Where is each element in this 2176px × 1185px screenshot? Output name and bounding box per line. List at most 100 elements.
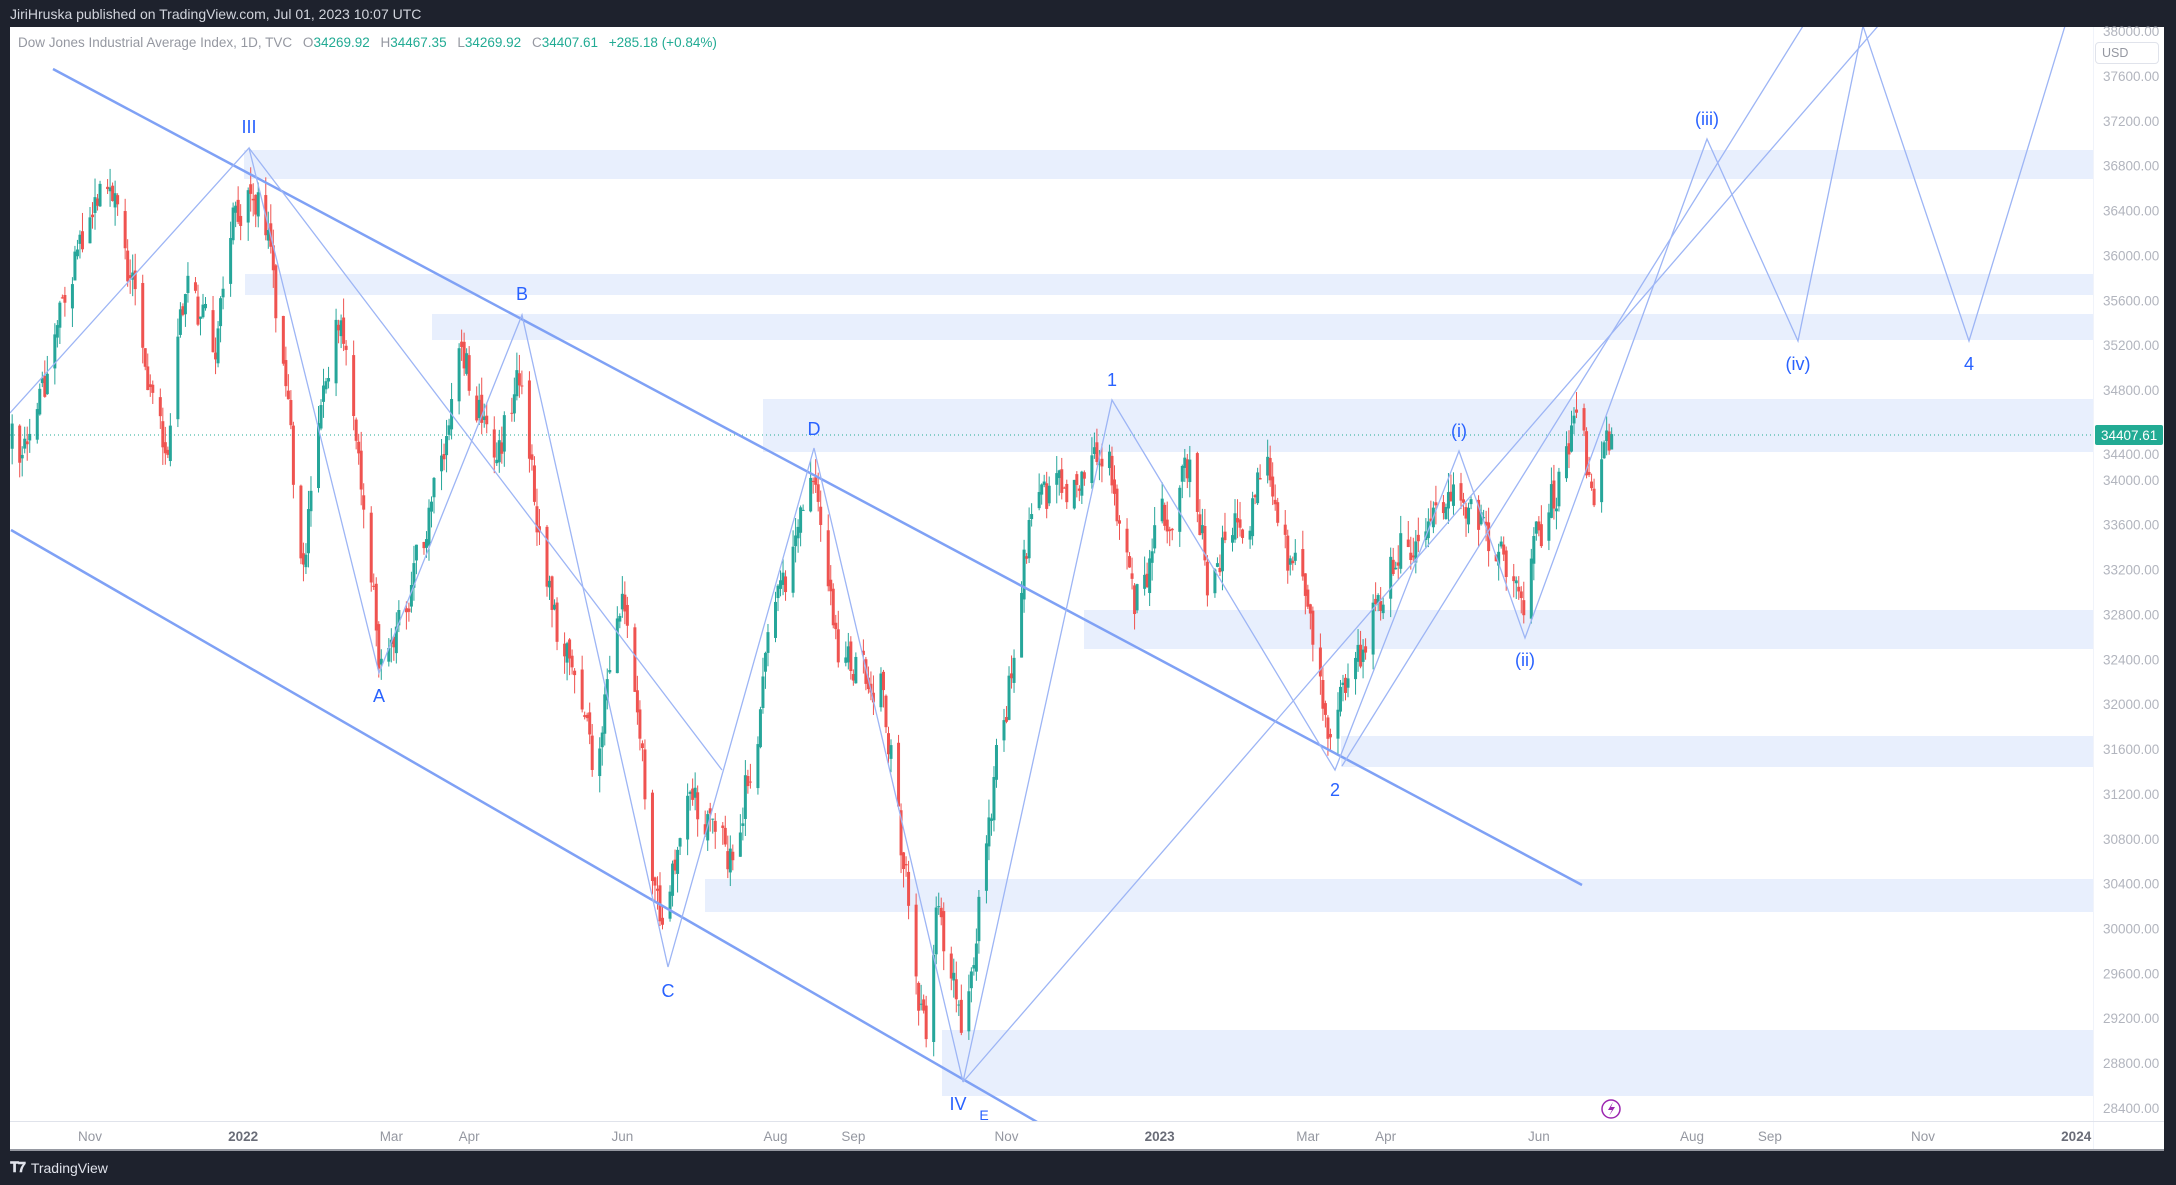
candle	[816, 472, 820, 512]
candle	[942, 902, 946, 971]
brand-name: TradingView	[30, 1159, 108, 1176]
candle	[1512, 563, 1516, 598]
candle	[1150, 538, 1154, 581]
candle	[151, 380, 155, 404]
time-axis[interactable]: Nov 2022 Mar Apr Jun Aug Sep Nov 2023 Mar Apr Jun Au…	[78, 1129, 2092, 1144]
candle	[1118, 515, 1122, 540]
candle	[412, 545, 416, 601]
candle	[987, 799, 991, 861]
candle	[1587, 456, 1591, 477]
price-tick-label: 30800.00	[2103, 832, 2159, 847]
candle	[957, 1000, 961, 1017]
candle	[1241, 528, 1245, 544]
candle	[359, 431, 363, 506]
resistance-zone[interactable]	[763, 399, 2093, 452]
elliott-wave-path[interactable]	[10, 26, 2066, 1083]
candle	[1231, 527, 1235, 552]
candle	[849, 636, 853, 680]
support-zone[interactable]	[705, 879, 2093, 912]
candle	[1185, 453, 1189, 489]
candle	[427, 499, 431, 561]
candle	[1567, 430, 1571, 469]
time-tick-label: Jun	[1528, 1129, 1550, 1144]
trend-line[interactable]	[962, 26, 1878, 1083]
candle	[748, 763, 752, 789]
current-price-tag: 34407.61	[2095, 425, 2163, 445]
candle	[1359, 630, 1363, 669]
candle	[1429, 500, 1433, 525]
candle	[362, 483, 366, 529]
candle	[1200, 508, 1204, 540]
candle	[143, 348, 147, 371]
resistance-zone[interactable]	[432, 314, 2093, 340]
resistance-zone[interactable]	[244, 150, 2093, 179]
support-zone[interactable]	[1084, 610, 2093, 649]
candle	[73, 245, 77, 281]
price-tick-label: 28800.00	[2103, 1056, 2159, 1071]
candle	[826, 514, 830, 592]
candle	[1469, 495, 1473, 510]
low-value: 34269.92	[464, 35, 522, 50]
candle	[914, 893, 918, 995]
candle	[1133, 583, 1137, 630]
candle	[53, 323, 57, 385]
candle	[246, 187, 250, 241]
close-value: 34407.61	[541, 35, 598, 50]
support-zone[interactable]	[1341, 736, 2093, 767]
candle	[1361, 639, 1365, 679]
candle	[886, 726, 890, 764]
candle	[1381, 596, 1385, 620]
candle	[1010, 655, 1014, 689]
candle	[1522, 581, 1526, 624]
candle	[414, 544, 418, 575]
candle	[693, 772, 697, 811]
trend-line[interactable]	[1341, 26, 1804, 767]
time-tick-label: 2023	[1145, 1129, 1176, 1144]
support-zone[interactable]	[942, 1030, 2093, 1096]
candle	[615, 606, 619, 674]
time-tick-label: Nov	[1911, 1129, 1935, 1144]
candle	[668, 885, 672, 922]
resistance-zone[interactable]	[245, 274, 2093, 295]
candle	[352, 340, 356, 431]
chart-panel[interactable]	[10, 27, 2164, 1151]
candle	[1125, 518, 1129, 570]
footer-brand[interactable]: 𝐓𝟕 TradingView	[10, 1159, 108, 1176]
candle	[284, 346, 288, 397]
candle	[984, 835, 988, 904]
candle	[643, 739, 647, 810]
candle	[161, 407, 165, 465]
candle	[686, 783, 690, 856]
candle	[374, 577, 378, 647]
published-caption: JiriHruska published on TradingView.com,…	[10, 6, 422, 22]
candle	[485, 402, 489, 434]
price-axis[interactable]: 38000.00 37600.00 37200.00 36800.00 36400.00…	[2103, 24, 2159, 1116]
candle	[1399, 515, 1403, 574]
channel-upper-line[interactable]	[52, 67, 1583, 887]
candle	[91, 202, 95, 229]
candle	[1434, 485, 1438, 525]
candle	[168, 413, 172, 467]
candle	[1534, 521, 1538, 541]
currency-selector[interactable]: USD	[2095, 42, 2159, 64]
price-tick-label: 30000.00	[2103, 921, 2159, 936]
trend-line[interactable]	[248, 147, 723, 771]
candle	[1012, 649, 1016, 693]
candle	[583, 711, 587, 720]
price-tick-label: 32400.00	[2103, 652, 2159, 667]
candle	[289, 390, 293, 430]
candle	[1391, 547, 1395, 576]
candle	[1519, 586, 1523, 614]
candle	[671, 860, 675, 907]
candle	[1459, 472, 1463, 510]
time-tick-label: Sep	[841, 1129, 865, 1144]
candle	[186, 262, 190, 303]
candle	[638, 700, 642, 751]
candle	[673, 849, 677, 875]
candle	[653, 876, 657, 903]
candle	[291, 421, 295, 499]
lightning-icon[interactable]	[1601, 1099, 1621, 1119]
channel-lower-line[interactable]	[10, 528, 1070, 1141]
candle	[457, 343, 461, 415]
